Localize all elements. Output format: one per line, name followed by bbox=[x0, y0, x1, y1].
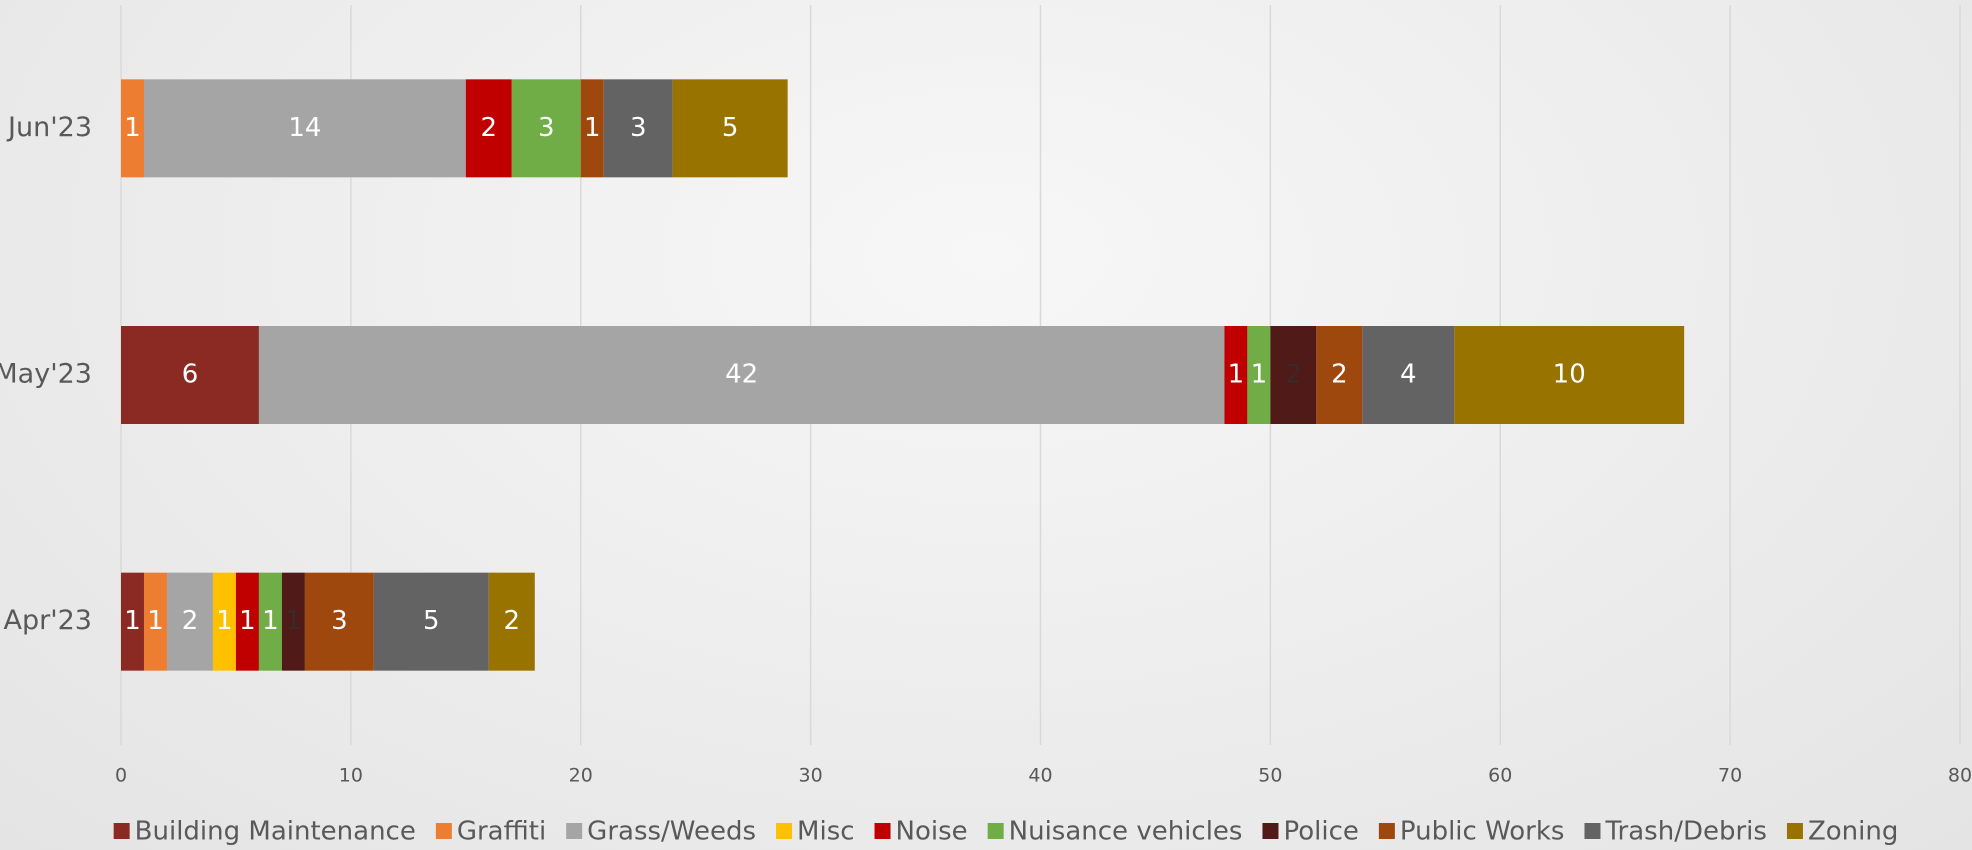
bar-segment bbox=[121, 326, 259, 424]
bar-segment bbox=[258, 572, 282, 671]
x-tick-label: 40 bbox=[1028, 765, 1052, 787]
data-label: 2 bbox=[481, 113, 498, 143]
bar-segment bbox=[465, 79, 512, 178]
y-tick-label: Jun'23 bbox=[6, 112, 92, 143]
bar-segment bbox=[281, 572, 305, 671]
legend-swatch bbox=[1584, 823, 1601, 839]
y-tick-label: May'23 bbox=[0, 359, 92, 390]
legend-label: Trash/Debris bbox=[1604, 817, 1766, 847]
legend-swatch bbox=[776, 823, 793, 839]
bar-segment bbox=[672, 79, 788, 178]
bar-segment bbox=[166, 572, 213, 671]
bar-segment bbox=[212, 572, 236, 671]
data-label: 1 bbox=[124, 113, 141, 143]
bar-segment bbox=[511, 79, 581, 178]
data-label: 5 bbox=[423, 606, 440, 636]
bar-segment bbox=[235, 572, 259, 671]
data-label: 2 bbox=[504, 606, 521, 636]
data-label: 2 bbox=[1331, 360, 1348, 390]
bar-segment bbox=[580, 79, 604, 178]
data-label: 42 bbox=[725, 360, 758, 390]
x-tick-label: 80 bbox=[1948, 765, 1972, 787]
data-label: 1 bbox=[584, 113, 601, 143]
legend-label: Zoning bbox=[1808, 817, 1898, 847]
data-label: 4 bbox=[1400, 360, 1417, 390]
x-tick-label: 70 bbox=[1718, 765, 1742, 787]
data-label: 1 bbox=[262, 606, 279, 636]
y-tick-label: Apr'23 bbox=[4, 605, 93, 636]
bar-segment bbox=[121, 79, 144, 178]
bar-segment bbox=[1454, 326, 1685, 424]
legend-label: Misc bbox=[797, 817, 855, 847]
data-label: 3 bbox=[538, 113, 555, 143]
data-label: 5 bbox=[722, 113, 739, 143]
legend-label: Noise bbox=[896, 817, 968, 847]
legend-label: Nuisance vehicles bbox=[1009, 817, 1243, 847]
data-label: 3 bbox=[630, 113, 647, 143]
data-label: 1 bbox=[1251, 360, 1268, 390]
bar-segment bbox=[1316, 326, 1363, 424]
data-label: 14 bbox=[288, 113, 321, 143]
bar-segment bbox=[304, 572, 374, 671]
legend-swatch bbox=[1786, 823, 1803, 839]
x-tick-label: 10 bbox=[339, 765, 363, 787]
legend-swatch bbox=[874, 823, 891, 839]
bar-segment bbox=[373, 572, 489, 671]
legend-label: Public Works bbox=[1400, 817, 1565, 847]
bar-segment bbox=[603, 79, 673, 178]
bar-segment bbox=[1362, 326, 1455, 424]
bar-segment bbox=[1270, 326, 1317, 424]
bar-segment bbox=[258, 326, 1225, 424]
legend-swatch bbox=[435, 823, 452, 839]
bar-segment bbox=[1224, 326, 1248, 424]
data-label: 1 bbox=[216, 606, 233, 636]
data-label: 1 bbox=[239, 606, 256, 636]
legend-label: Building Maintenance bbox=[135, 817, 416, 847]
data-label: 1 bbox=[1228, 360, 1245, 390]
legend-swatch bbox=[1262, 823, 1279, 839]
data-label: 1 bbox=[285, 606, 302, 636]
x-tick-label: 60 bbox=[1488, 765, 1512, 787]
legend-swatch bbox=[113, 823, 130, 839]
legend-swatch bbox=[1378, 823, 1395, 839]
data-label: 1 bbox=[124, 606, 141, 636]
bar-segment bbox=[488, 572, 535, 671]
data-label: 10 bbox=[1553, 360, 1586, 390]
data-label: 2 bbox=[182, 606, 199, 636]
legend-label: Grass/Weeds bbox=[587, 817, 756, 847]
legend-swatch bbox=[987, 823, 1004, 839]
legend-swatch bbox=[566, 823, 583, 839]
bar-segment bbox=[121, 572, 144, 671]
x-tick-label: 0 bbox=[115, 765, 127, 787]
x-tick-label: 20 bbox=[569, 765, 593, 787]
bar-segment bbox=[143, 572, 167, 671]
data-label: 3 bbox=[331, 606, 348, 636]
legend: Building Maintenance Graffiti Grass/Weeds M… bbox=[113, 817, 1898, 847]
legend-label: Police bbox=[1283, 817, 1358, 847]
bar-segment bbox=[143, 79, 466, 178]
data-label: 1 bbox=[147, 606, 164, 636]
x-tick-label: 30 bbox=[799, 765, 823, 787]
legend-label: Graffiti bbox=[457, 817, 546, 847]
data-label: 6 bbox=[182, 360, 199, 390]
x-tick-label: 50 bbox=[1258, 765, 1282, 787]
bar-segment bbox=[1247, 326, 1271, 424]
data-label: 2 bbox=[1285, 360, 1302, 390]
